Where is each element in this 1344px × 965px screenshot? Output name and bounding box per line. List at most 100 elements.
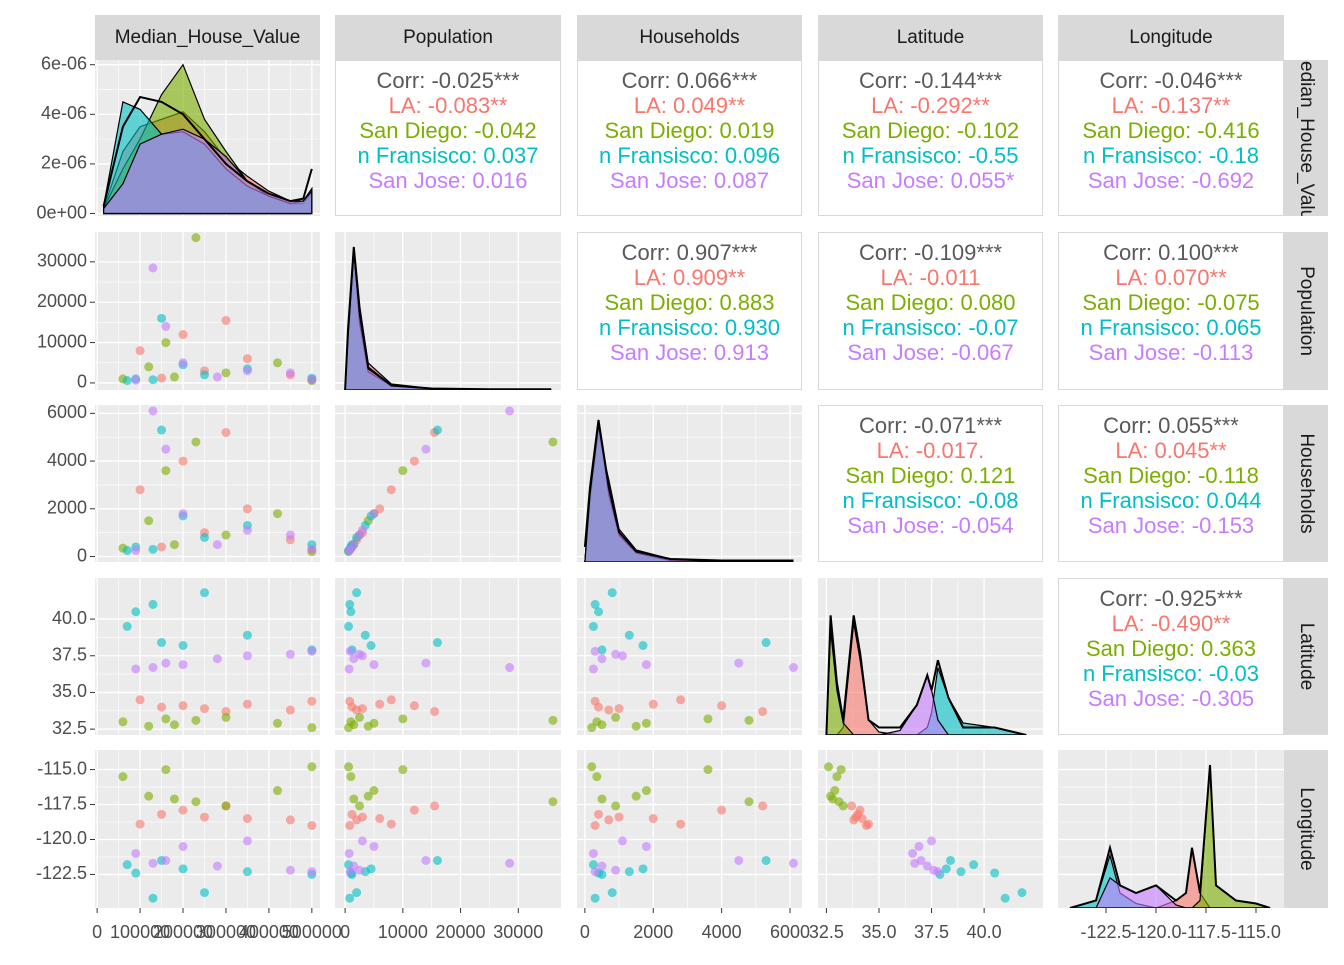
overall-correlation: Corr: 0.100***	[1103, 240, 1239, 265]
point	[157, 425, 167, 435]
point	[588, 664, 598, 674]
right-strip: Households	[1284, 405, 1328, 562]
panel-background	[335, 750, 561, 908]
point	[144, 791, 154, 801]
group-correlation: n Fransisco: -0.03	[1083, 661, 1259, 686]
point	[178, 864, 188, 874]
point	[734, 658, 744, 668]
point	[285, 705, 295, 715]
point	[242, 867, 252, 877]
panel: Corr: 0.055***LA: 0.045**San Diego: -0.1…	[1058, 405, 1284, 562]
panel-background	[95, 750, 320, 908]
panel	[335, 750, 561, 908]
point	[430, 707, 440, 717]
y-tick-label: -115.0	[37, 758, 87, 778]
point	[611, 865, 621, 875]
point	[398, 466, 408, 476]
point	[242, 699, 252, 709]
y-tick-label: 0e+00	[36, 202, 87, 222]
point	[592, 772, 602, 782]
panel-background	[818, 60, 1043, 216]
point	[421, 855, 431, 865]
panel: Corr: 0.100***LA: 0.070**San Diego: -0.0…	[1058, 232, 1284, 390]
point	[148, 375, 158, 385]
y-tick-label: 4e-06	[41, 103, 87, 123]
point	[169, 720, 179, 730]
point	[590, 696, 600, 706]
point	[272, 358, 282, 368]
point	[307, 374, 317, 384]
overall-correlation: Corr: -0.025***	[376, 68, 520, 93]
point	[212, 861, 222, 871]
point	[432, 425, 442, 435]
point	[221, 801, 231, 811]
group-correlation: n Fransisco: 0.096	[599, 143, 780, 168]
point	[118, 772, 128, 782]
point	[178, 358, 188, 368]
group-correlation: San Diego: 0.363	[1086, 636, 1256, 661]
point	[242, 525, 252, 535]
point	[148, 893, 158, 903]
point	[345, 599, 355, 609]
point	[617, 836, 627, 846]
y-tick-label: 30000	[37, 251, 87, 271]
x-tick-label: 500000	[282, 922, 342, 942]
panel	[95, 405, 320, 562]
point	[588, 848, 598, 858]
point	[638, 864, 648, 874]
panel-background	[335, 232, 561, 390]
density-line	[583, 419, 794, 562]
strip-background	[1284, 60, 1328, 216]
point	[847, 801, 857, 811]
point	[363, 791, 373, 801]
point	[641, 660, 651, 670]
point	[169, 794, 179, 804]
point	[157, 638, 167, 648]
group-correlation: n Fransisco: 0.930	[599, 315, 780, 340]
point	[614, 812, 624, 822]
point	[398, 714, 408, 724]
density-area	[826, 667, 1027, 735]
strip-background	[1284, 750, 1328, 908]
point	[703, 765, 713, 775]
point	[148, 599, 158, 609]
y-tick-label: 37.5	[52, 645, 87, 665]
point	[933, 867, 943, 877]
point	[135, 346, 145, 356]
point	[922, 861, 932, 871]
point	[398, 765, 408, 775]
point	[344, 546, 354, 556]
point	[212, 372, 222, 382]
point	[135, 695, 145, 705]
point	[307, 867, 317, 877]
group-correlation: n Fransisco: -0.08	[842, 488, 1018, 513]
group-correlation: San Diego: 0.080	[845, 290, 1015, 315]
point	[349, 794, 359, 804]
group-correlation: LA: -0.137**	[1112, 93, 1231, 118]
point	[144, 721, 154, 731]
point	[344, 848, 354, 858]
y-tick-label: 0	[77, 545, 87, 565]
point	[638, 640, 648, 650]
point	[676, 695, 686, 705]
x-tick-label: 32.5	[809, 922, 844, 942]
point	[369, 660, 379, 670]
point	[369, 786, 379, 796]
panel-background	[577, 60, 802, 216]
top-strip: Latitude	[818, 15, 1043, 60]
point	[307, 723, 317, 733]
point	[908, 848, 918, 858]
group-correlation: San Jose: 0.913	[610, 340, 769, 365]
point	[221, 368, 231, 378]
point	[122, 376, 132, 386]
y-tick-label: 0	[77, 372, 87, 392]
panel: Corr: -0.046***LA: -0.137**San Diego: -0…	[1058, 60, 1284, 216]
point	[409, 805, 419, 815]
panel: Corr: -0.025***LA: -0.083**San Diego: -0…	[335, 60, 561, 216]
panel-background	[335, 405, 561, 562]
strip-label: Population	[403, 27, 493, 48]
strip-background	[577, 15, 802, 60]
y-tick-label: -122.5	[36, 863, 87, 883]
overall-correlation: Corr: -0.925***	[1099, 586, 1243, 611]
